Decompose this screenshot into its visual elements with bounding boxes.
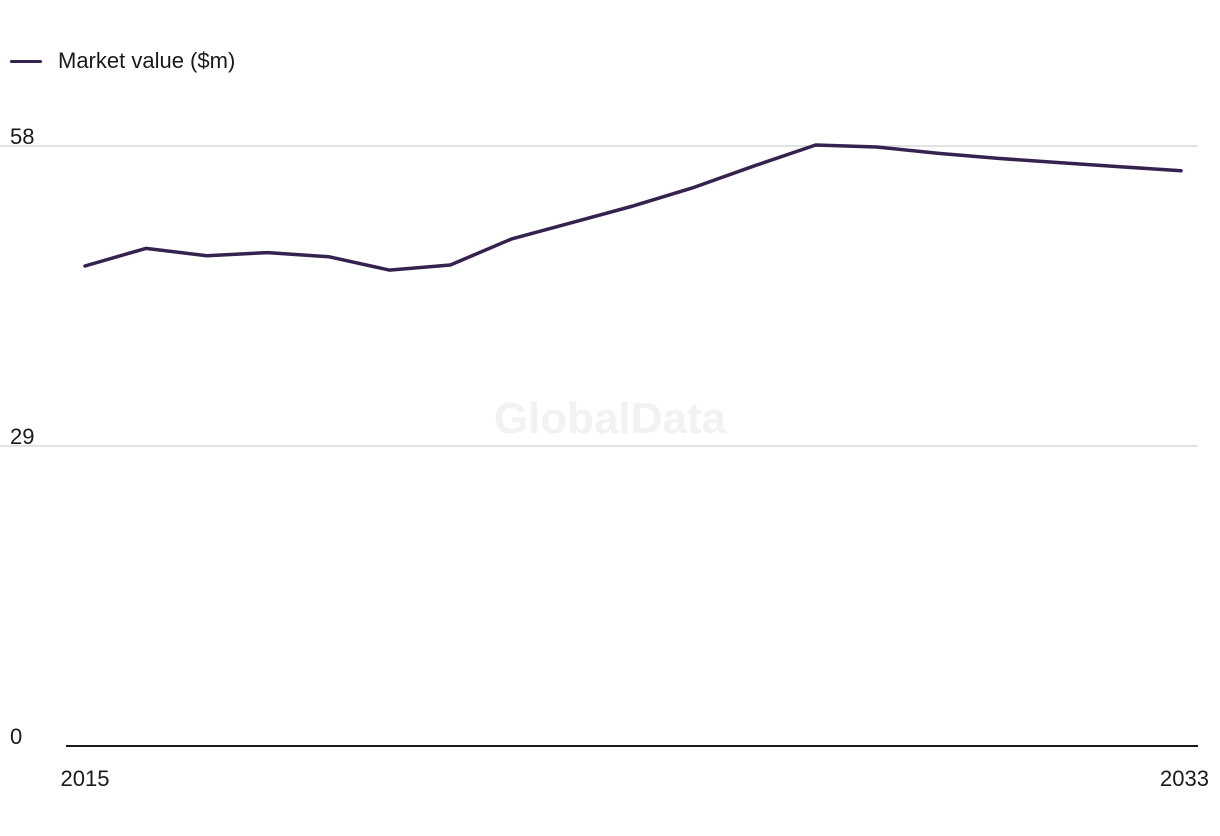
x-tick-label: 2033 bbox=[1160, 766, 1209, 791]
x-axis-ticks: 2015 2033 bbox=[61, 766, 1209, 791]
gridlines bbox=[0, 145, 1198, 447]
x-tick-label: 2015 bbox=[61, 766, 110, 791]
watermark: GlobalData bbox=[494, 394, 727, 443]
y-tick-label: 58 bbox=[10, 124, 34, 149]
y-axis-ticks: 0 29 58 bbox=[10, 124, 34, 749]
y-tick-label: 0 bbox=[10, 724, 22, 749]
legend-label: Market value ($m) bbox=[58, 48, 236, 73]
series-line-market-value bbox=[83, 143, 1183, 272]
y-tick-label: 29 bbox=[10, 424, 34, 449]
legend: Market value ($m) bbox=[10, 46, 235, 76]
legend-swatch bbox=[10, 59, 42, 63]
